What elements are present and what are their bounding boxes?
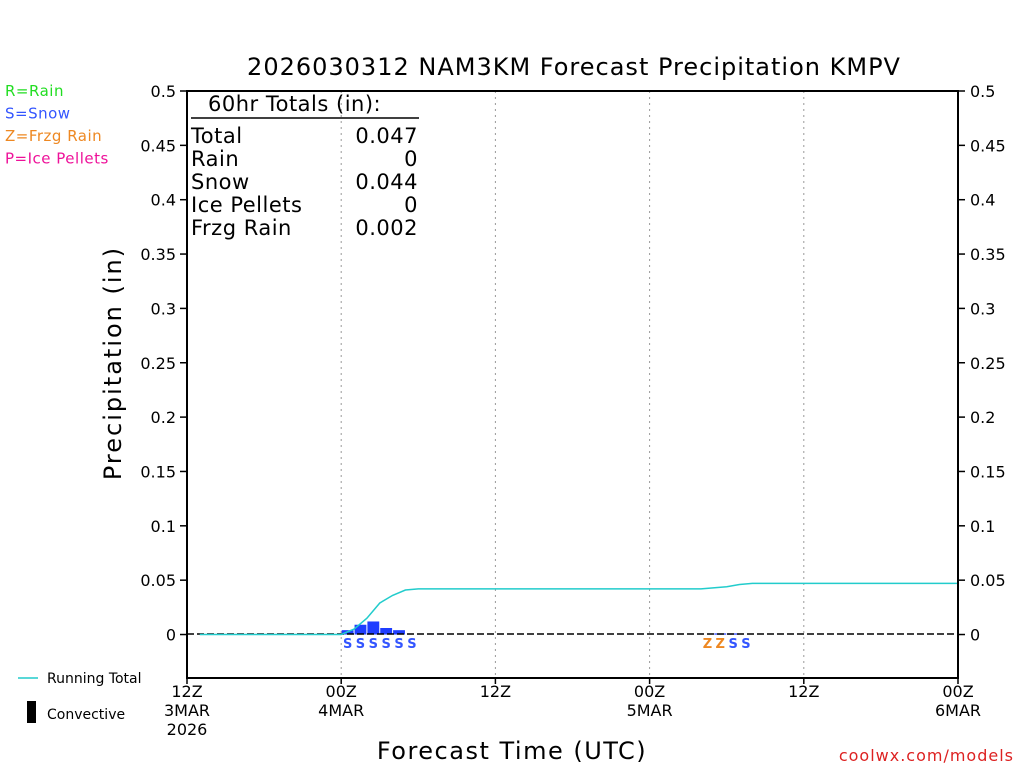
precip-bar [354,624,367,635]
y-axis-right: 0 0.05 0.1 0.15 0.2 0.25 0.3 0.35 0.4 0.45 0.5 [958,82,1006,645]
x-tick-label: 12Z [480,682,511,701]
precip-bar [367,621,380,635]
summary-label: Snow [191,170,250,194]
running-total-legend-label: Running Total [47,671,142,687]
summary-value: 0.044 [355,170,418,194]
precip-type-marker-s: S [381,637,390,652]
y-tick-label-left: 0.5 [151,82,176,101]
y-tick-label-right: 0 [970,626,980,645]
x-tick-label: 00Z [326,682,357,701]
y-tick-label-left: 0.1 [151,517,176,536]
credit-text: coolwx.com/models [839,746,1014,765]
y-tick-label-right: 0.4 [970,191,995,210]
precip-type-marker-s: S [728,637,737,652]
y-tick-label-right: 0.05 [970,571,1006,590]
totals-summary: 60hr Totals (in): Total 0.047 Rain 0 Snow 0.0… [190,92,419,240]
x-tick-label: 12Z [788,682,819,701]
precip-type-marker-s: S [741,637,750,652]
precip-type-legend-s: S=Snow [5,105,71,123]
y-tick-label-left: 0.35 [140,245,176,264]
precip-type-marker-z: Z [703,637,712,652]
x-tick-label: 00Z [942,682,973,701]
summary-value: 0.002 [355,216,418,240]
precip-type-marker-z: Z [716,637,725,652]
y-tick-label-right: 0.25 [970,354,1006,373]
y-tick-label-left: 0.2 [151,408,176,427]
summary-value: 0 [404,193,418,217]
y-tick-label-left: 0.45 [140,136,176,155]
gridlines [340,91,805,678]
precip-type-marker-s: S [394,637,403,652]
y-tick-label-left: 0 [166,626,176,645]
running-total-line [199,582,958,636]
y-tick-label-left: 0.3 [151,299,176,318]
y-tick-label-left: 0.05 [140,571,176,590]
y-tick-label-right: 0.45 [970,136,1006,155]
precip-type-legend-z: Z=Frzg Rain [5,127,102,145]
x-tick-label: 3MAR [164,701,210,720]
x-tick-label: 00Z [634,682,665,701]
y-tick-label-left: 0.25 [140,354,176,373]
x-tick-label: 5MAR [627,701,673,720]
y-tick-label-right: 0.15 [970,462,1006,481]
y-tick-label-right: 0.2 [970,408,995,427]
summary-value: 0 [404,147,418,171]
precip-type-marker-s: S [369,637,378,652]
y-axis-label: Precipitation (in) [99,246,127,480]
y-tick-label-right: 0.35 [970,245,1006,264]
x-axis-label: Forecast Time (UTC) [377,737,647,765]
precip-bar [393,630,405,635]
convective-legend-label: Convective [47,707,125,723]
x-tick-label: 4MAR [318,701,364,720]
precip-type-marker-s: S [343,637,352,652]
precip-type-legend-r: R=Rain [5,82,64,100]
precip-type-marker-s: S [407,637,416,652]
y-tick-label-right: 0.5 [970,82,995,101]
summary-rows: Total 0.047 Rain 0 Snow 0.044 Ice Pellets 0 Frzg… [190,124,418,240]
y-axis-left: 0 0.05 0.1 0.15 0.2 0.25 0.3 0.35 0.4 0.45 0.5 [140,82,187,645]
y-tick-label-left: 0.15 [140,462,176,481]
summary-label: Rain [191,147,239,171]
precip-type-legend-p: P=Ice Pellets [5,150,109,168]
y-tick-label-right: 0.1 [970,517,995,536]
x-tick-label: 6MAR [935,701,981,720]
summary-label: Ice Pellets [191,193,302,217]
y-tick-label-right: 0.3 [970,299,995,318]
x-tick-label: 12Z [171,682,202,701]
summary-label: Total [190,124,243,148]
x-tick-label: 2026 [167,720,208,739]
summary-heading: 60hr Totals (in): [208,92,381,116]
y-tick-label-left: 0.4 [151,191,176,210]
plot-frame [186,90,959,679]
precip-type-marker-s: S [356,637,365,652]
precip-type-legend: R=Rain S=Snow Z=Frzg Rain P=Ice Pellets [5,82,109,168]
precip-bar [380,627,393,635]
summary-value: 0.047 [355,124,418,148]
chart-title: 2026030312 NAM3KM Forecast Precipitation… [247,53,901,81]
convective-swatch [27,701,36,723]
bottom-legend: Running Total Convective [18,671,142,723]
summary-label: Frzg Rain [191,216,292,240]
